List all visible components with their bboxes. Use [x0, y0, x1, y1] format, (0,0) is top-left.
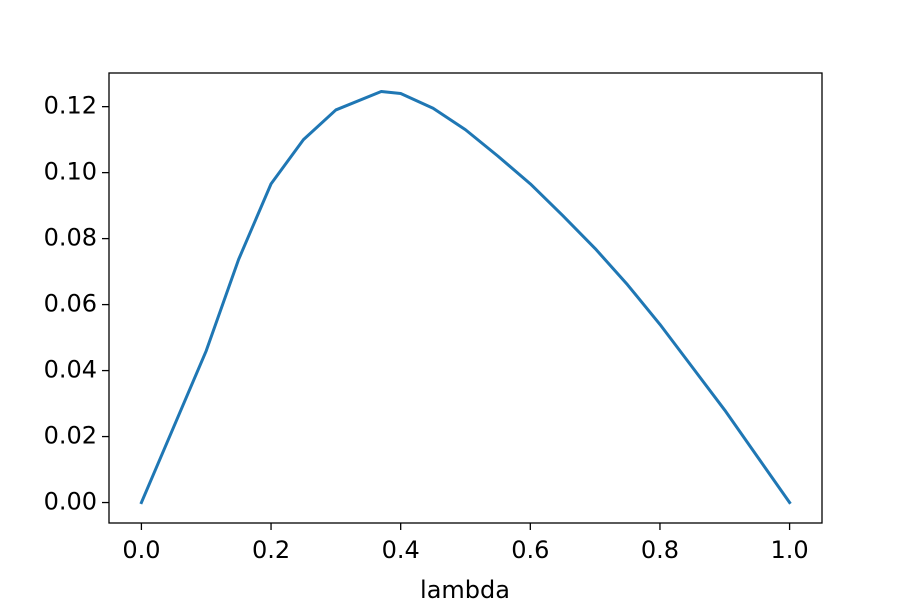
y-tick-label: 0.00 [44, 488, 97, 516]
line-series [139, 89, 792, 505]
x-tick-label: 0.2 [252, 536, 290, 564]
y-tick-label: 0.06 [44, 290, 97, 318]
y-tick-label: 0.04 [44, 356, 97, 384]
plot-frame [108, 72, 823, 524]
y-tick-label: 0.02 [44, 422, 97, 450]
x-tick-label: 0.8 [641, 536, 679, 564]
x-tick-label: 0.4 [382, 536, 420, 564]
y-tick-label: 0.08 [44, 224, 97, 252]
x-tick-label: 0.6 [511, 536, 549, 564]
y-tick-label: 0.12 [44, 92, 97, 120]
x-axis-label: lambda [420, 576, 510, 604]
x-tick-label: 0.0 [122, 536, 160, 564]
x-tick-label: 1.0 [771, 536, 809, 564]
y-tick-label: 0.10 [44, 158, 97, 186]
